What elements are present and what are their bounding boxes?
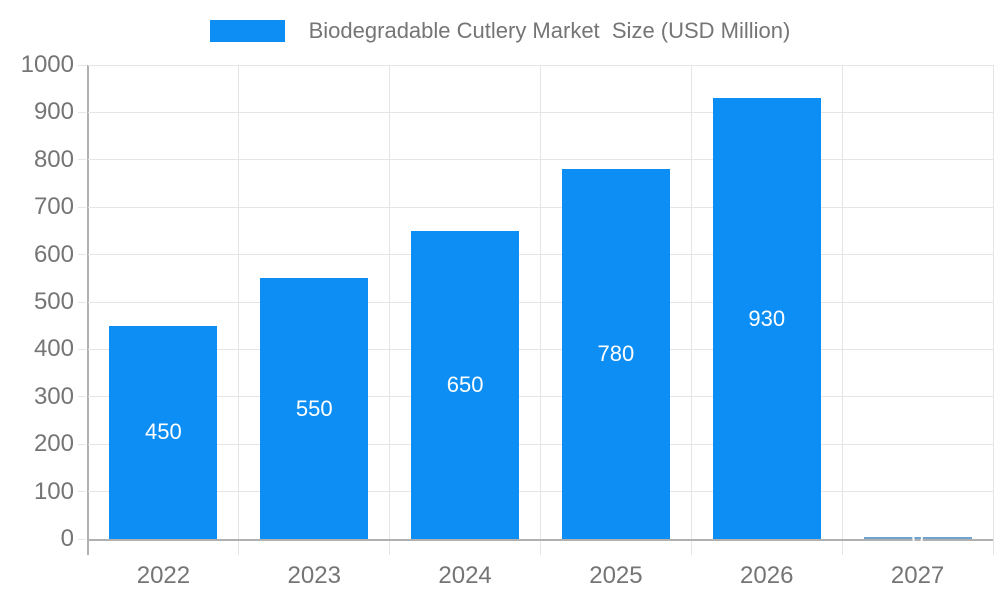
x-tick-label: 2024 xyxy=(438,562,492,589)
y-tick-label: 200 xyxy=(33,430,74,458)
bar-2022[interactable] xyxy=(109,325,218,539)
x-gridline xyxy=(238,65,240,555)
bar-value-label: 0 xyxy=(911,525,924,550)
bar-value-label: 550 xyxy=(295,395,333,421)
y-tick-label: 700 xyxy=(33,193,74,221)
y-tick-mark xyxy=(78,301,86,303)
x-gridline xyxy=(841,65,843,555)
y-tick-mark xyxy=(78,491,86,493)
y-tick-mark xyxy=(78,396,86,398)
x-gridline xyxy=(540,65,541,555)
y-tick-mark xyxy=(78,443,86,445)
y-tick-label: 900 xyxy=(33,98,74,126)
y-tick-mark xyxy=(78,159,86,161)
y-gridline xyxy=(88,254,993,256)
bar-2027[interactable] xyxy=(863,537,972,539)
y-tick-label: 600 xyxy=(33,240,74,268)
x-tick-label: 2027 xyxy=(890,562,945,589)
y-tick-mark xyxy=(78,538,86,540)
bar-2025[interactable] xyxy=(561,169,670,539)
y-axis-line xyxy=(87,65,89,555)
y-tick-mark xyxy=(78,64,86,66)
bar-2023[interactable] xyxy=(260,278,369,539)
y-gridline xyxy=(88,491,993,493)
plot-right-border xyxy=(992,65,994,555)
x-tick-label: 2023 xyxy=(287,562,341,589)
y-tick-mark xyxy=(78,206,86,208)
y-gridline xyxy=(88,206,993,208)
y-tick-label: 100 xyxy=(33,477,74,505)
y-tick-label: 800 xyxy=(33,145,74,173)
y-tick-mark xyxy=(78,254,86,256)
x-gridline xyxy=(690,65,692,555)
y-tick-label: 400 xyxy=(33,335,74,363)
y-tick-label: 1000 xyxy=(20,51,74,78)
x-tick-label: 2026 xyxy=(740,562,794,589)
bar-value-label: 780 xyxy=(597,341,635,367)
legend-label: Biodegradable Cutlery Market Size (USD M… xyxy=(308,18,791,43)
x-tick-label: 2025 xyxy=(589,562,643,589)
bar-value-label: 930 xyxy=(748,305,786,331)
x-tick-label: 2022 xyxy=(136,562,191,589)
legend-swatch-icon xyxy=(209,20,285,42)
chart-legend[interactable]: Biodegradable Cutlery Market Size (USD M… xyxy=(0,18,1000,44)
y-tick-label: 0 xyxy=(60,525,74,552)
y-gridline xyxy=(88,443,993,445)
y-gridline xyxy=(88,396,993,398)
y-tick-mark xyxy=(78,111,86,113)
y-tick-label: 500 xyxy=(33,288,74,315)
y-gridline xyxy=(88,111,993,113)
x-axis-line xyxy=(87,538,993,541)
y-gridline xyxy=(88,64,993,66)
bar-value-label: 450 xyxy=(145,419,182,445)
bar-value-label: 650 xyxy=(446,371,484,397)
y-tick-label: 300 xyxy=(33,382,74,410)
y-gridline xyxy=(88,348,993,350)
x-gridline xyxy=(389,65,391,555)
y-gridline xyxy=(88,301,993,303)
y-tick-mark xyxy=(78,348,86,350)
bar-2024[interactable] xyxy=(411,230,520,539)
bar-2026[interactable] xyxy=(712,98,821,539)
y-gridline xyxy=(88,159,993,161)
